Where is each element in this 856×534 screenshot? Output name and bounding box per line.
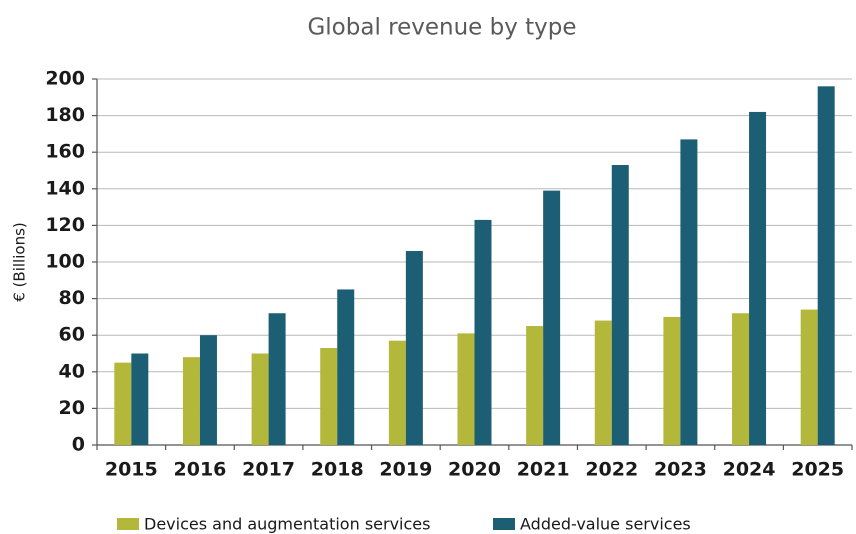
bar: [388, 340, 406, 445]
y-tick-label: 20: [59, 397, 85, 419]
y-tick-label: 80: [59, 287, 85, 309]
legend-label: Devices and augmentation services: [144, 515, 430, 534]
bar: [457, 333, 475, 445]
bar: [251, 353, 269, 445]
y-tick-label: 140: [45, 177, 85, 199]
x-tick-label: 2017: [242, 459, 295, 481]
bar: [732, 313, 750, 445]
y-tick-label: 120: [45, 214, 85, 236]
bar: [474, 219, 492, 445]
bar: [817, 86, 835, 445]
bar: [526, 326, 544, 445]
x-tick-label: 2024: [723, 459, 776, 481]
x-tick-label: 2019: [379, 459, 432, 481]
y-tick-label: 40: [59, 360, 85, 382]
y-tick-label: 60: [59, 324, 85, 346]
bar: [337, 289, 355, 445]
chart-title: Global revenue by type: [307, 15, 576, 41]
x-tick-label: 2022: [585, 459, 638, 481]
y-tick-label: 180: [45, 104, 85, 126]
bar: [543, 190, 561, 445]
bar: [800, 309, 818, 445]
bar: [611, 165, 629, 445]
x-tick-label: 2023: [654, 459, 707, 481]
legend-label: Added-value services: [520, 515, 691, 534]
bar: [680, 139, 698, 445]
x-tick-label: 2015: [105, 459, 158, 481]
y-axis-label: € (Billions): [11, 222, 29, 301]
y-tick-label: 160: [45, 141, 85, 163]
bar: [114, 362, 132, 445]
x-tick-label: 2021: [517, 459, 570, 481]
bar: [320, 348, 338, 445]
x-tick-label: 2016: [174, 459, 227, 481]
bar: [199, 335, 217, 445]
x-tick-label: 2018: [311, 459, 364, 481]
legend-swatch: [493, 518, 515, 530]
bar: [268, 313, 286, 445]
x-tick-label: 2025: [791, 459, 844, 481]
y-tick-label: 200: [45, 68, 85, 90]
bar: [405, 251, 423, 445]
legend-swatch: [117, 518, 139, 530]
y-tick-label: 100: [45, 251, 85, 273]
bar: [749, 111, 767, 445]
bar: [663, 316, 681, 445]
x-tick-label: 2020: [448, 459, 501, 481]
bar: [594, 320, 612, 445]
y-tick-label: 0: [72, 434, 85, 456]
bar: [131, 353, 149, 445]
bar: [182, 357, 200, 445]
